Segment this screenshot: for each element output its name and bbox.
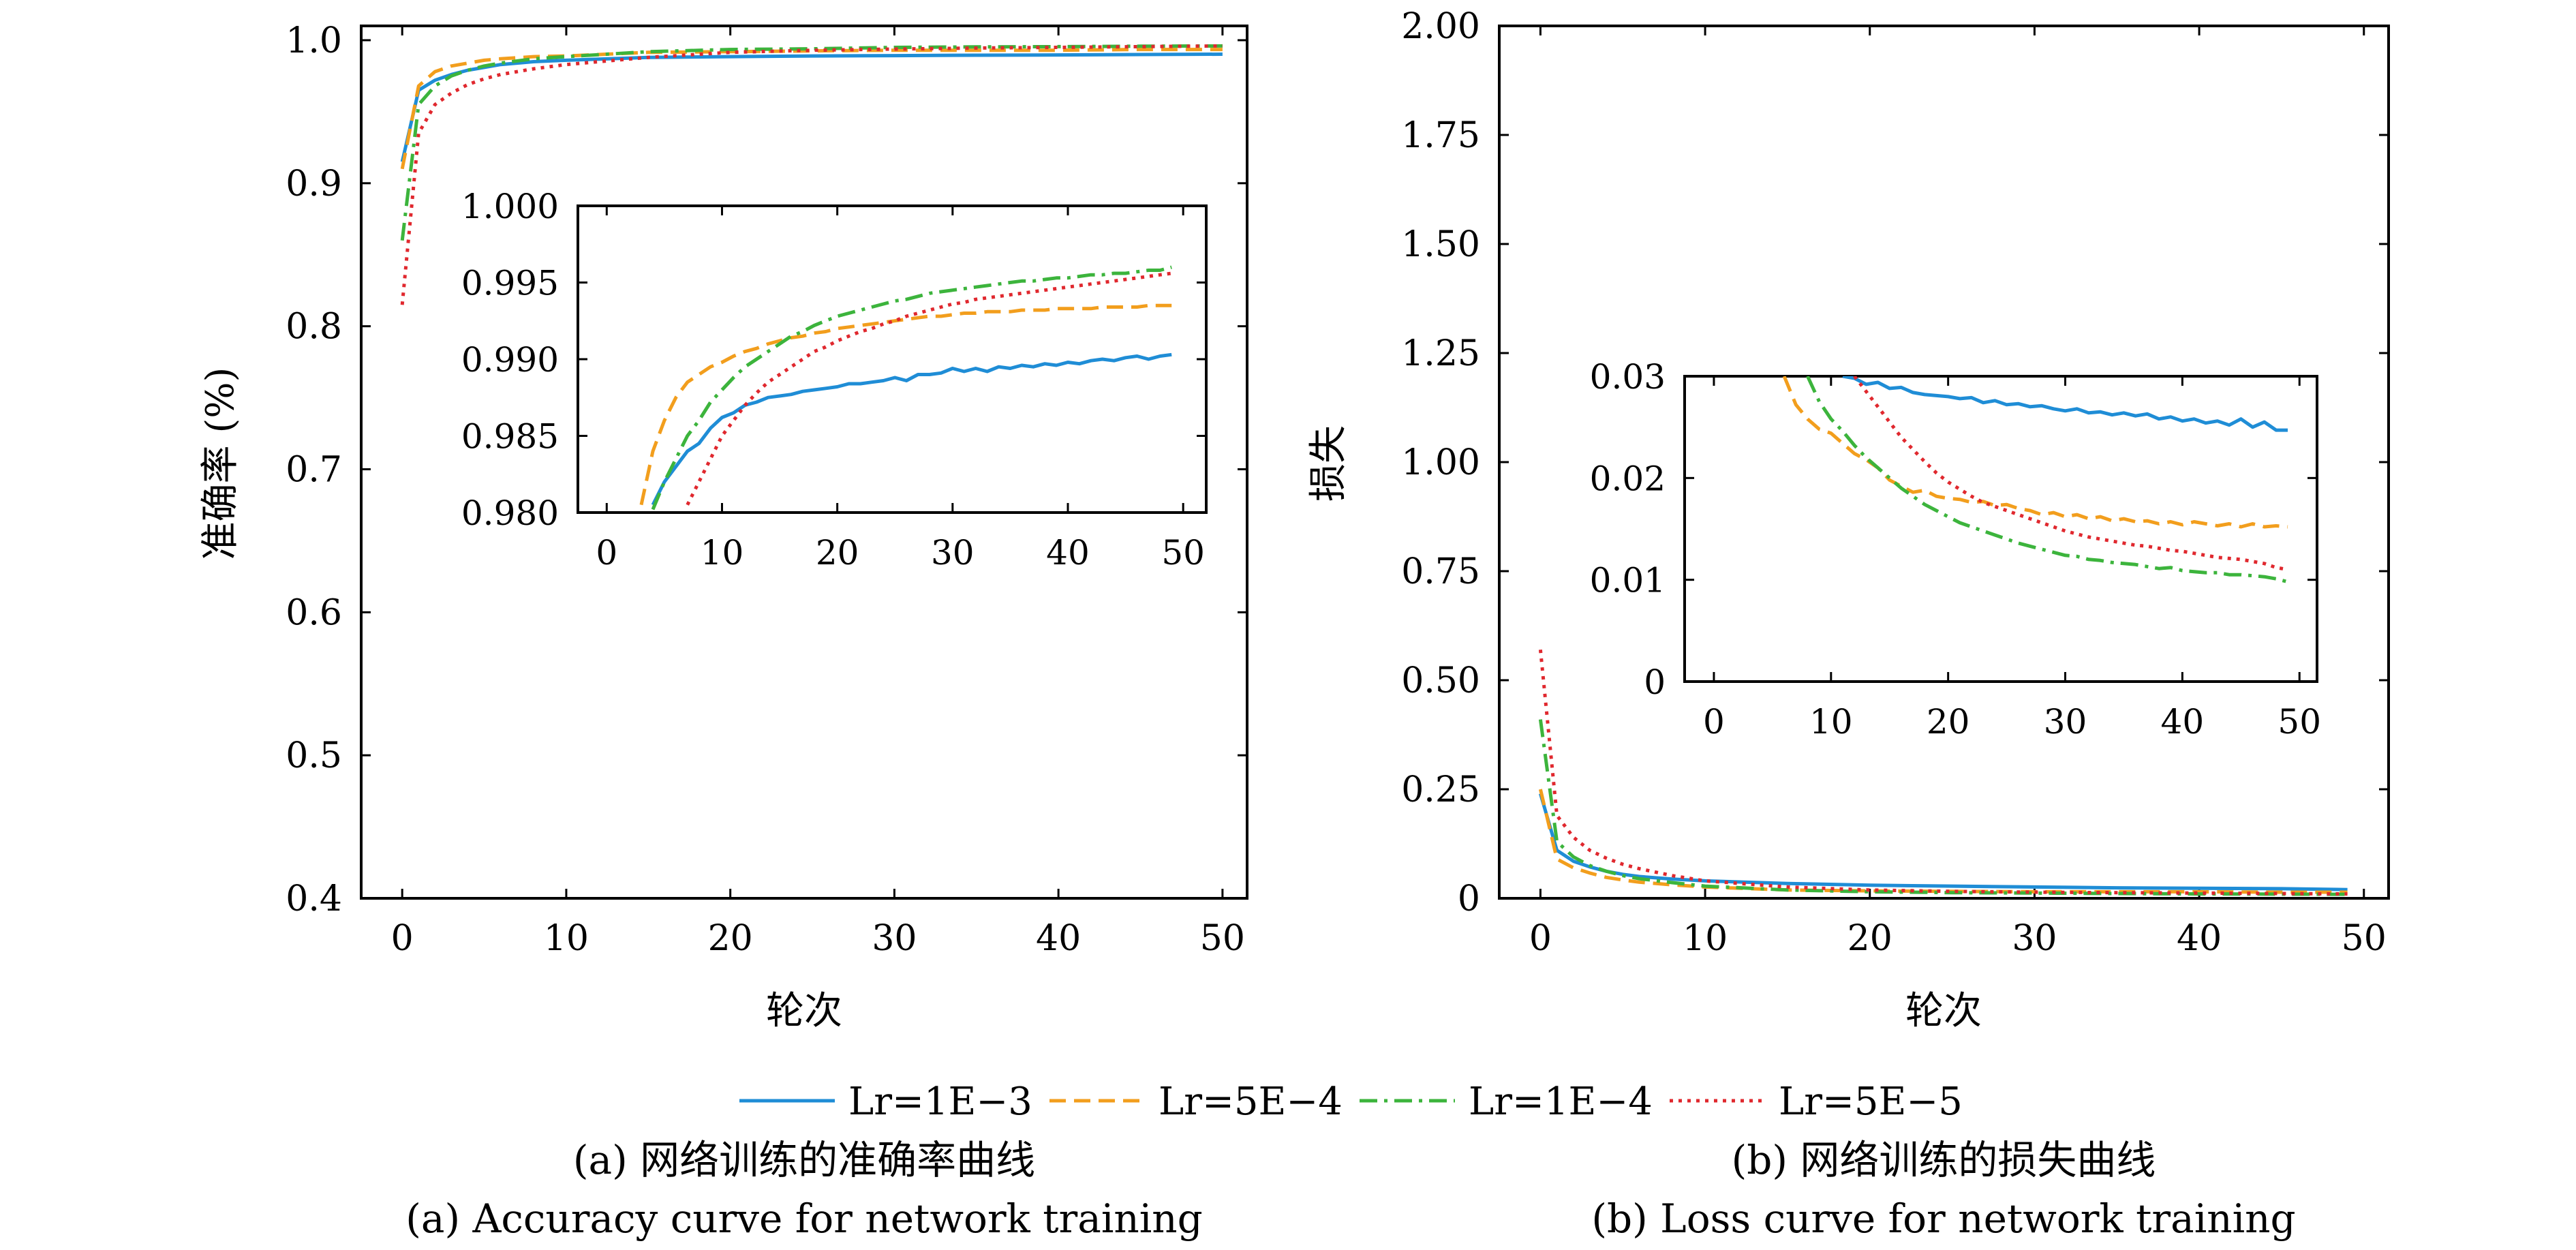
loss-inset-y-tick-label: 0.03 [1590,357,1666,397]
accuracy-y-tick-label: 0.6 [286,592,342,633]
legend-label-lr-5e-4: Lr=5E−4 [1159,1080,1343,1124]
caption-a-chinese: (a) 网络训练的准确率曲线 [573,1137,1035,1183]
loss-x-tick-label: 0 [1529,918,1552,959]
accuracy-x-tick-label: 0 [391,918,414,959]
loss-inset-x-tick-label: 10 [1809,702,1853,742]
accuracy-x-tick-label: 20 [708,918,753,959]
loss-series-lr-1e-3 [1538,793,2348,891]
loss-y-tick-label: 1.75 [1401,115,1480,156]
accuracy-y-tick-label: 1.0 [286,20,342,61]
loss-x-tick-label: 50 [2342,918,2387,959]
loss-y-tick-label: 0 [1458,879,1480,919]
accuracy-inset-series-lr-5e-4 [639,303,1172,506]
loss-inset-frame [1683,375,2318,683]
legend: Lr=1E−3 Lr=5E−4 Lr=1E−4 Lr=5E−5 [739,1080,1963,1124]
accuracy-inset-x-tick-label: 40 [1046,533,1090,573]
accuracy-y-tick-label: 0.8 [286,307,342,348]
accuracy-inset-y-tick-label: 0.980 [461,493,559,533]
loss-inset-series-lr-5e-5 [1853,376,2288,572]
loss-x-tick-label: 30 [2012,918,2057,959]
accuracy-y-tick-label: 0.7 [286,449,342,490]
loss-y-tick-label: 1.00 [1401,442,1480,483]
loss-inset-y-tick-label: 0.01 [1590,561,1666,600]
accuracy-inset-x-tick-label: 50 [1161,533,1205,573]
loss-x-tick-label: 40 [2177,918,2222,959]
loss-y-tick-label: 1.25 [1401,333,1480,374]
accuracy-x-tick-label: 30 [872,918,917,959]
loss-y-tick-label: 0.25 [1401,769,1480,810]
loss-y-tick-label: 2.00 [1401,6,1480,47]
caption-a-english: (a) Accuracy curve for network training [405,1195,1203,1242]
accuracy-inset-y-tick-label: 1.000 [461,187,559,226]
loss-x-tick-label: 20 [1847,918,1892,959]
loss-x-axis-label: 轮次 [1905,989,1982,1033]
loss-y-tick-label: 1.50 [1401,224,1480,265]
accuracy-inset-y-tick-label: 0.990 [461,340,559,380]
accuracy-y-axis-label: 准确率 (%) [198,367,243,560]
caption-b-english: (b) Loss curve for network training [1591,1195,2295,1242]
accuracy-inset-series-lr-5e-5 [686,271,1172,506]
loss-inset-plot: 0 10 20 30 40 50 0 0.01 0.02 0.03 [1590,357,2321,742]
loss-y-tick-label: 0.75 [1401,551,1480,592]
legend-label-lr-1e-4: Lr=1E−4 [1469,1080,1653,1124]
loss-inset-x-tick-label: 0 [1703,702,1725,742]
accuracy-inset-x-tick-label: 30 [931,533,975,573]
accuracy-inset-y-tick-label: 0.985 [461,417,559,457]
accuracy-series-lr-1e-3 [400,52,1223,162]
loss-y-axis-label: 损失 [1306,425,1351,502]
accuracy-y-tick-label: 0.4 [286,879,342,919]
legend-label-lr-5e-5: Lr=5E−5 [1779,1080,1963,1124]
accuracy-y-tick-label: 0.5 [286,735,342,776]
accuracy-x-tick-label: 40 [1036,918,1081,959]
loss-inset-series-lr-1e-4 [1806,376,2288,584]
loss-inset-y-tick-label: 0.02 [1590,459,1666,498]
accuracy-series-lr-5e-5 [400,44,1223,305]
accuracy-x-tick-label: 10 [544,918,589,959]
accuracy-inset-plot: 0 10 20 30 40 50 0.980 0.985 0.990 0.995 1.000 [461,187,1208,573]
legend-label-lr-1e-3: Lr=1E−3 [848,1080,1032,1124]
loss-inset-x-tick-label: 30 [2044,702,2087,742]
loss-inset-series-lr-1e-3 [1842,376,2288,432]
loss-inset-x-tick-label: 20 [1927,702,1970,742]
accuracy-chart: 0 10 20 30 40 50 0.4 0.5 0.6 0.7 0.8 0.9 1.0 0 10 20 30… [198,20,1248,1033]
accuracy-series-lr-5e-4 [400,48,1223,170]
accuracy-inset-y-tick-label: 0.995 [461,264,559,303]
accuracy-inset-x-tick-label: 20 [816,533,859,573]
caption-b-chinese: (b) 网络训练的损失曲线 [1732,1137,2156,1183]
loss-y-tick-label: 0.50 [1401,660,1480,701]
loss-chart: 0 10 20 30 40 50 0 0.25 0.50 0.75 1.00 1.25 1.50 1.75… [1306,6,2390,1033]
loss-series-lr-1e-4 [1538,719,2348,896]
loss-inset-y-tick-label: 0 [1644,662,1666,702]
accuracy-inset-series-lr-1e-4 [651,265,1172,510]
accuracy-inset-series-lr-1e-3 [651,352,1172,506]
accuracy-inset-x-tick-label: 10 [701,533,744,573]
accuracy-x-tick-label: 50 [1200,918,1245,959]
accuracy-y-tick-label: 0.9 [286,164,342,204]
loss-x-tick-label: 10 [1683,918,1728,959]
accuracy-inset-x-tick-label: 0 [596,533,617,573]
loss-inset-x-tick-label: 40 [2161,702,2205,742]
loss-inset-x-tick-label: 50 [2278,702,2321,742]
accuracy-x-axis-label: 轮次 [766,989,842,1033]
